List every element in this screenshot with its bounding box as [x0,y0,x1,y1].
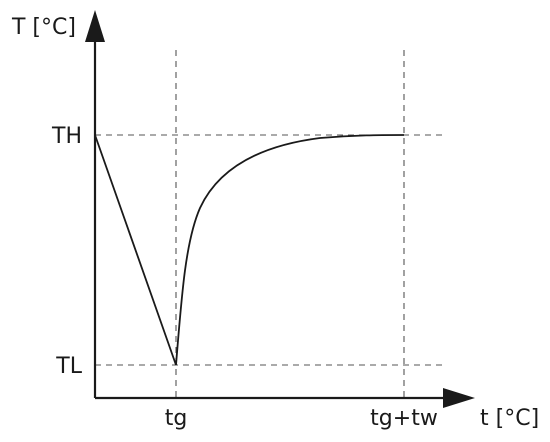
tg-tw-label: tg+tw [370,406,438,431]
cooling-line [94,134,177,366]
tl-label: TL [55,354,82,379]
x-axis-arrowhead [443,388,475,408]
y-axis-label: T [°C] [11,15,76,40]
y-axis-arrowhead [85,10,105,42]
recovery-curve [175,134,405,366]
x-axis-label: t [°C] [480,406,539,431]
th-label: TH [51,124,82,149]
tg-label: tg [165,406,188,431]
